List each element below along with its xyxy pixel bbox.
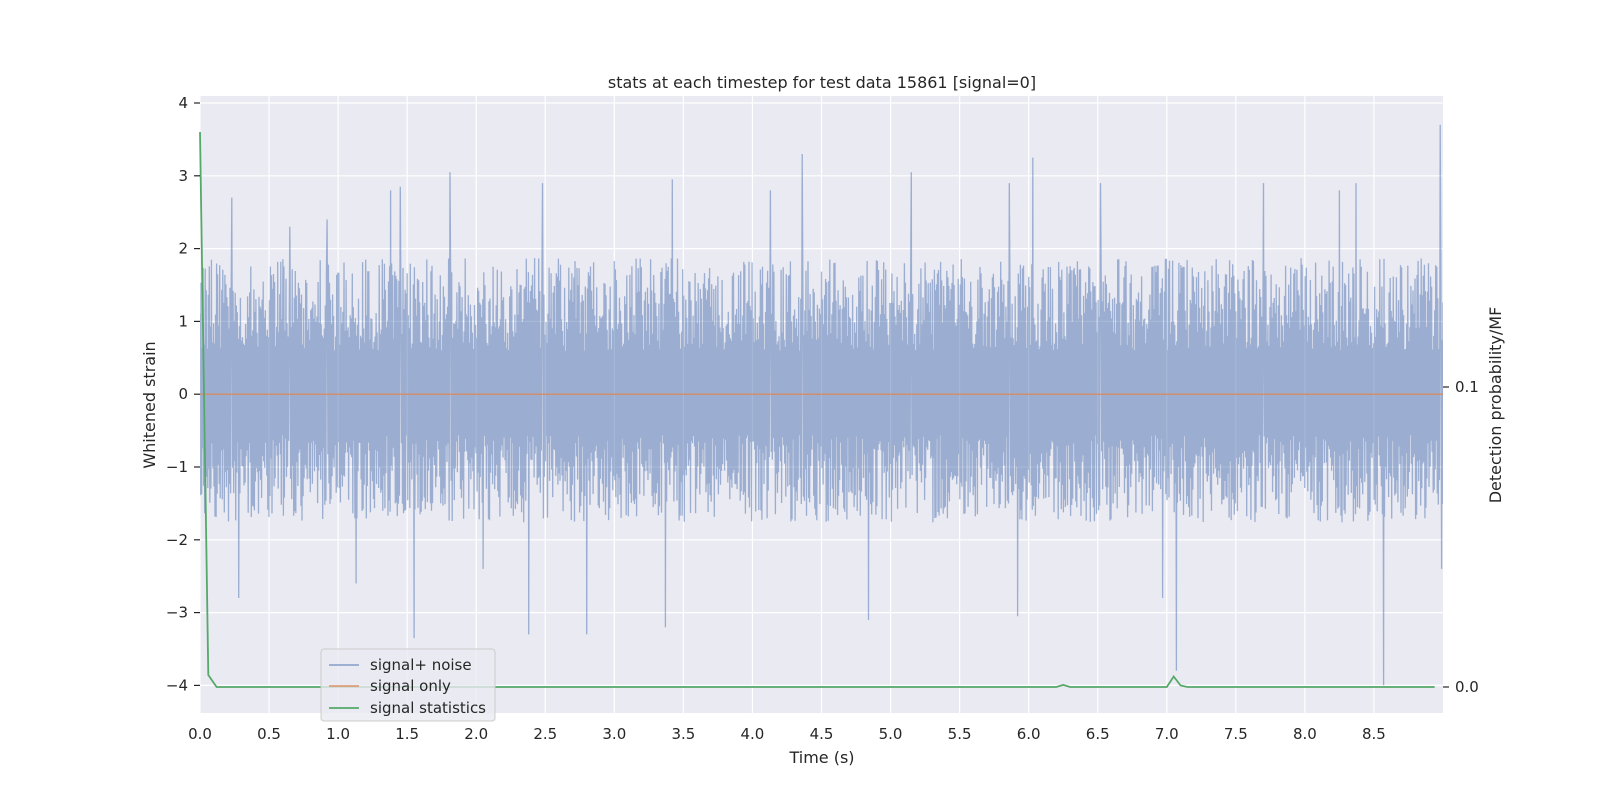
x-tick-label: 0.5 xyxy=(257,725,281,743)
x-tick-label: 1.0 xyxy=(326,725,350,743)
x-tick-label: 0.0 xyxy=(188,725,212,743)
x-tick-label: 3.5 xyxy=(671,725,695,743)
x-tick-label: 7.5 xyxy=(1224,725,1248,743)
x-tick-label: 6.0 xyxy=(1017,725,1041,743)
y-tick-label: −4 xyxy=(166,676,188,694)
y-axis-label: Whitened strain xyxy=(140,341,159,468)
y-axis-ticks: −4 −3 −2 −1 0 1 2 3 4 xyxy=(166,94,200,694)
y-tick-label: −1 xyxy=(166,458,188,476)
y-tick-label: −3 xyxy=(166,604,188,622)
x-tick-label: 2.5 xyxy=(533,725,557,743)
x-tick-label: 7.0 xyxy=(1155,725,1179,743)
chart-title: stats at each timestep for test data 158… xyxy=(608,73,1036,92)
legend-label-signal-statistics: signal statistics xyxy=(370,699,486,717)
legend: signal+ noise signal only signal statist… xyxy=(320,648,496,722)
y-tick-label: 3 xyxy=(178,167,188,185)
legend-label-signal-noise: signal+ noise xyxy=(370,656,472,674)
series-line-signal-statistics xyxy=(199,131,1435,688)
y-tick-label: 0 xyxy=(178,385,188,403)
x-tick-label: 4.0 xyxy=(741,725,765,743)
x-axis-label: Time (s) xyxy=(788,748,854,767)
y2-tick-label: 0.0 xyxy=(1455,678,1479,696)
x-tick-label: 1.5 xyxy=(395,725,419,743)
x-tick-label: 2.0 xyxy=(464,725,488,743)
x-tick-label: 3.0 xyxy=(602,725,626,743)
y2-tick-label: 0.1 xyxy=(1455,378,1479,396)
series-signal-statistics xyxy=(199,131,1435,688)
y-tick-label: 1 xyxy=(178,312,188,330)
series-signal-noise xyxy=(200,124,1443,686)
series-line-signal-noise xyxy=(200,124,1443,686)
x-tick-label: 5.0 xyxy=(879,725,903,743)
x-tick-label: 4.5 xyxy=(810,725,834,743)
x-tick-label: 8.0 xyxy=(1293,725,1317,743)
x-tick-label: 8.5 xyxy=(1362,725,1386,743)
y2-axis-ticks: 0.0 0.1 xyxy=(1443,378,1479,696)
y-tick-label: 4 xyxy=(178,94,188,112)
x-tick-label: 5.5 xyxy=(948,725,972,743)
x-tick-label: 6.5 xyxy=(1086,725,1110,743)
y2-axis-label: Detection probability/MF xyxy=(1486,307,1505,504)
y-tick-label: −2 xyxy=(166,531,188,549)
y-tick-label: 2 xyxy=(178,240,188,258)
legend-label-signal-only: signal only xyxy=(370,677,451,695)
x-axis-ticks: 0.0 0.5 1.0 1.5 2.0 2.5 3.0 3.5 4.0 4.5 5.0 5.5 6.0 6… xyxy=(188,725,1386,743)
legend-box xyxy=(320,648,496,722)
